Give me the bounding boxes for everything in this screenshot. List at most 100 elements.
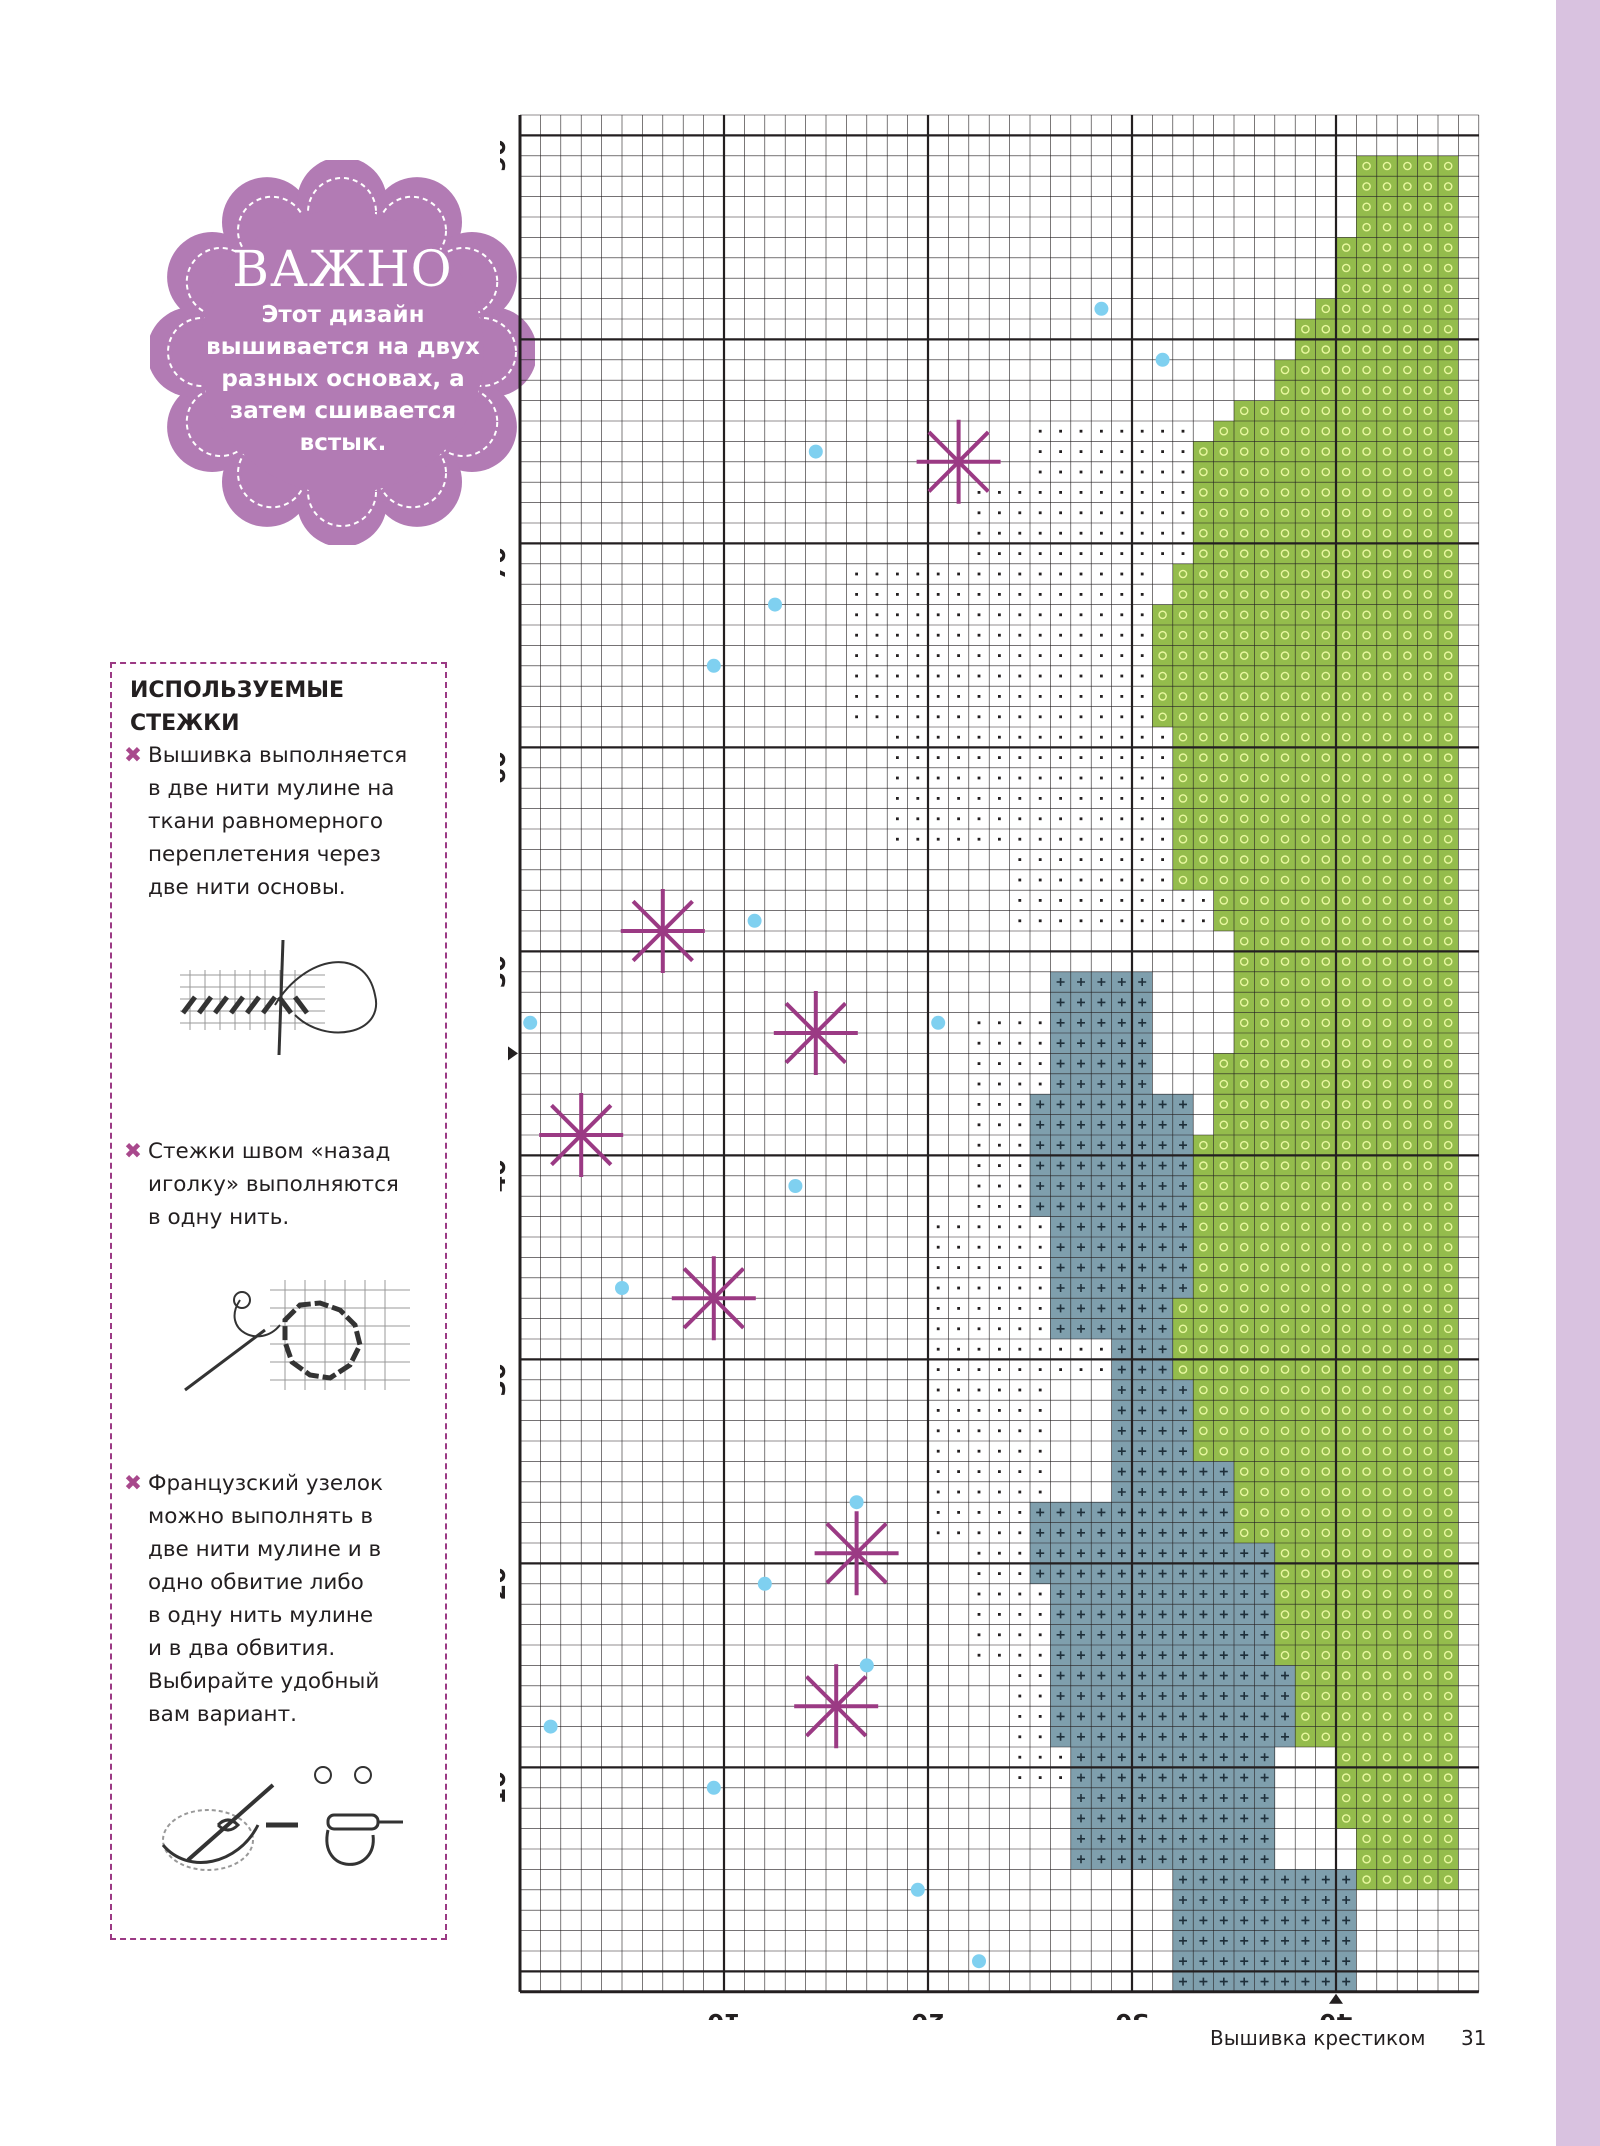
stitch-symbol-plus [1077, 1732, 1085, 1741]
stitch-symbol-circle [1199, 488, 1208, 497]
dot-stitch-icon [936, 1429, 940, 1433]
dot-stitch-icon [936, 797, 940, 800]
green-circle-stitch-icon [1274, 1114, 1296, 1135]
green-circle-stitch-icon [1397, 1522, 1418, 1543]
green-circle-stitch-icon [1213, 849, 1234, 870]
green-circle-stitch-icon [1234, 1379, 1255, 1401]
dot-stitch-icon [1100, 552, 1103, 555]
stitch-symbol-circle [1403, 692, 1412, 701]
stitch-symbol-circle [1403, 1140, 1412, 1150]
green-circle-stitch-icon [1397, 1073, 1418, 1095]
dot-stitch-icon [1018, 1633, 1022, 1637]
green-circle-stitch-icon [1356, 1624, 1377, 1645]
dot-stitch-icon [1038, 715, 1042, 719]
dot-stitch-icon [977, 797, 981, 800]
stitch-symbol-plus [1179, 1814, 1187, 1823]
stitch-symbol-plus [1056, 1202, 1065, 1211]
stitch-symbol-circle [1362, 1773, 1371, 1782]
star-stitch-ray [825, 1522, 888, 1585]
stitch-symbol-circle [1443, 1671, 1453, 1680]
stitch-symbol-circle [1280, 1467, 1290, 1476]
green-circle-stitch-icon [1438, 1318, 1459, 1339]
stitch-symbol-plus [1036, 1182, 1045, 1190]
stitch-symbol-circle [1219, 712, 1229, 722]
stitch-symbol-circle [1321, 794, 1331, 803]
stitch-symbol-circle [1403, 1691, 1412, 1701]
green-circle-stitch-icon [1356, 563, 1377, 585]
stitch-symbol-circle [1199, 1161, 1208, 1170]
green-circle-stitch-icon [1356, 788, 1377, 809]
stitch-symbol-plus [1179, 1182, 1187, 1190]
stitch-symbol-circle [1362, 1079, 1371, 1089]
green-circle-stitch-icon [1315, 645, 1336, 666]
stitch-symbol-plus [1036, 1120, 1045, 1129]
stitch-symbol-circle [1321, 1569, 1331, 1578]
green-circle-stitch-icon [1376, 1196, 1398, 1217]
stitch-symbol-plus [1036, 1202, 1045, 1211]
dot-stitch-icon [1059, 511, 1062, 515]
stitch-symbol-circle [1301, 1446, 1310, 1456]
green-circle-stitch-icon [1193, 482, 1214, 503]
stitch-symbol-circle [1341, 1283, 1351, 1293]
dot-stitch-icon [1181, 552, 1185, 555]
stitch-symbol-plus [1219, 1569, 1228, 1578]
stitch-symbol-circle [1280, 467, 1290, 477]
stitch-symbol-circle [1382, 1589, 1392, 1599]
green-circle-stitch-icon [1376, 604, 1398, 625]
stitch-symbol-circle [1362, 467, 1371, 477]
stitch-symbol-plus [1077, 1141, 1085, 1150]
green-circle-stitch-icon [1274, 1400, 1296, 1421]
stitch-symbol-plus [1056, 1651, 1065, 1660]
dot-stitch-icon [1018, 695, 1022, 698]
stitch-symbol-plus [1301, 1977, 1310, 1986]
dot-stitch-icon [1079, 470, 1083, 474]
green-circle-stitch-icon [1336, 1441, 1357, 1462]
stitch-symbol-plus [1036, 1549, 1045, 1558]
stitch-symbol-circle [1443, 1446, 1453, 1456]
dot-stitch-icon [1038, 1613, 1042, 1616]
green-circle-stitch-icon [1356, 1298, 1377, 1319]
stitch-symbol-circle [1403, 426, 1412, 436]
dot-stitch-icon [916, 572, 920, 576]
green-circle-stitch-icon [1376, 1420, 1398, 1441]
green-circle-stitch-icon [1397, 1502, 1418, 1523]
stitch-symbol-circle [1403, 1161, 1412, 1170]
stitch-symbol-circle [1403, 1548, 1412, 1558]
french-knot-icon [1094, 301, 1109, 316]
green-circle-stitch-icon [1315, 686, 1336, 707]
green-circle-stitch-icon [1315, 421, 1336, 442]
stitch-symbol-circle [1260, 426, 1269, 436]
green-circle-stitch-icon [1438, 237, 1459, 258]
dot-stitch-icon [1140, 837, 1144, 841]
green-circle-stitch-icon [1376, 1298, 1398, 1319]
stitch-symbol-circle [1423, 590, 1433, 599]
stitch-symbol-circle [1280, 1324, 1290, 1334]
dot-stitch-icon [998, 1266, 1001, 1269]
stitch-symbol-circle [1199, 590, 1208, 599]
stitches-title-line: СТЕЖКИ [130, 711, 240, 736]
green-circle-stitch-icon [1438, 1685, 1459, 1707]
green-circle-stitch-icon [1417, 1400, 1438, 1421]
stitch-symbol-circle [1382, 896, 1392, 905]
green-circle-stitch-icon [1274, 604, 1296, 625]
stitch-symbol-circle [1423, 1140, 1433, 1150]
dot-stitch-icon [1018, 1123, 1022, 1127]
stitch-symbol-circle [1239, 753, 1249, 762]
stitch-symbol-circle [1239, 528, 1249, 538]
green-circle-stitch-icon [1438, 869, 1459, 891]
dot-stitch-icon [1120, 429, 1124, 433]
green-circle-stitch-icon [1295, 1379, 1316, 1401]
stitch-symbol-plus [1281, 1875, 1289, 1884]
green-circle-stitch-icon [1234, 400, 1255, 421]
stitch-symbol-plus [1240, 1794, 1249, 1802]
stitch-symbol-circle [1280, 1344, 1290, 1354]
stitch-symbol-plus [1138, 1222, 1147, 1231]
stitch-symbol-plus [1179, 1202, 1187, 1211]
dot-stitch-icon [1038, 633, 1042, 637]
green-circle-stitch-icon [1356, 543, 1377, 564]
green-circle-stitch-icon [1336, 1563, 1357, 1584]
green-circle-stitch-icon [1417, 400, 1438, 421]
dot-stitch-icon [896, 633, 899, 637]
dot-stitch-icon [1038, 1245, 1042, 1249]
dot-stitch-icon [1079, 674, 1083, 678]
